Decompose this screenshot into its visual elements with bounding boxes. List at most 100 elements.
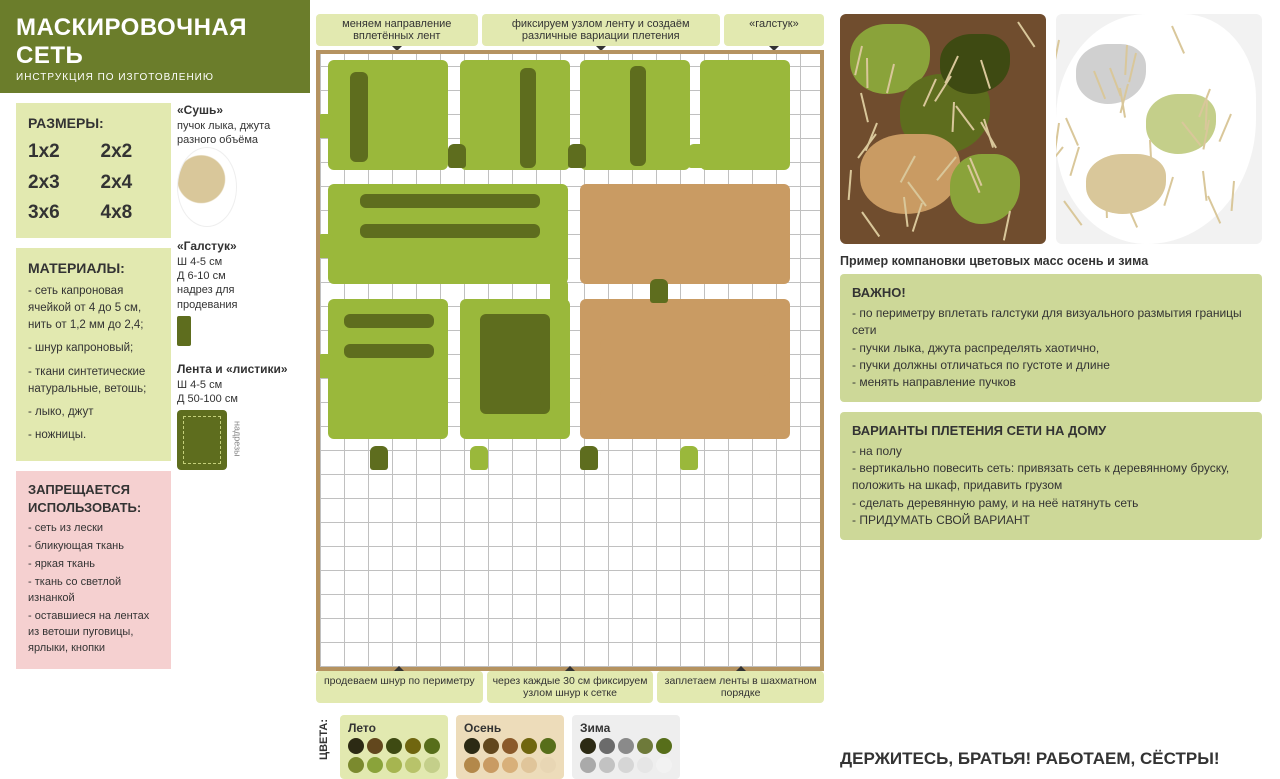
forbidden-heading: ЗАПРЕЩАЕТСЯ ИСПОЛЬЗОВАТЬ: — [28, 481, 159, 519]
color-dot — [656, 757, 672, 773]
variants-panel: ВАРИАНТЫ ПЛЕТЕНИЯ СЕТИ НА ДОМУ на полу в… — [840, 412, 1262, 540]
color-dot — [618, 757, 634, 773]
twig-icon — [862, 211, 881, 237]
twig-icon — [1056, 40, 1060, 70]
color-dot — [483, 738, 499, 754]
annotation: меняем направление вплетённых лент — [316, 14, 478, 46]
important-panel: ВАЖНО! по периметру вплетать галстуки дл… — [840, 274, 1262, 402]
palette-autumn: Осень — [456, 715, 564, 779]
size-item: 2х3 — [28, 169, 87, 198]
rope-icon — [177, 147, 237, 227]
weave-patch — [630, 66, 646, 166]
color-dot — [618, 738, 634, 754]
knot-icon — [316, 234, 334, 258]
forbidden-item: - бликующая ткань — [28, 539, 159, 555]
page-subtitle: ИНСТРУКЦИЯ ПО ИЗГОТОВЛЕНИЮ — [16, 72, 294, 83]
ribbon-swatch-icon — [177, 410, 227, 470]
color-dot — [386, 738, 402, 754]
sample-swatches — [840, 14, 1262, 244]
weave-patch — [344, 314, 434, 328]
def-ribbon-l: Д 50-100 см — [177, 393, 238, 405]
weave-patch — [580, 184, 790, 284]
important-item: пучки должны отличаться по густоте и дли… — [852, 357, 1250, 374]
palettes-row: ЦВЕТА: Лето Осень Зима — [316, 715, 824, 779]
variants-item: ПРИДУМАТЬ СВОЙ ВАРИАНТ — [852, 512, 1250, 529]
page-title: МАСКИРОВОЧНАЯ СЕТЬ — [16, 14, 294, 70]
annotation: через каждые 30 см фиксируем узлом шнур … — [487, 671, 654, 703]
def-tie-w: Ш 4-5 см — [177, 256, 222, 268]
samples-caption: Пример компановки цветовых масс осень и … — [840, 254, 1262, 268]
slogan: ДЕРЖИТЕСЬ, БРАТЬЯ! РАБОТАЕМ, СЁСТРЫ! — [840, 741, 1262, 769]
weave-patch — [600, 364, 770, 376]
materials-item: - ножницы. — [28, 427, 159, 444]
size-item: 2х2 — [101, 138, 160, 167]
weave-patch — [480, 314, 550, 414]
color-dot — [405, 757, 421, 773]
size-item: 2х4 — [101, 169, 160, 198]
size-item: 3х6 — [28, 199, 87, 228]
color-dot — [424, 757, 440, 773]
palette-dots — [464, 738, 556, 773]
def-tie-l: Д 6-10 см — [177, 270, 226, 282]
twig-icon — [860, 93, 869, 123]
definitions-column: «Сушь» пучок лыка, джута разного объёма … — [177, 103, 297, 669]
knot-icon — [650, 279, 668, 303]
weave-patch — [328, 60, 448, 170]
forbidden-item: - оставшиеся на лентах из ветоши пуговиц… — [28, 609, 159, 657]
def-tie-title: «Галстук» — [177, 239, 237, 253]
color-dot — [599, 738, 615, 754]
palette-dots — [348, 738, 440, 773]
weave-patch — [360, 224, 540, 238]
forbidden-item: - яркая ткань — [28, 557, 159, 573]
top-annotations: меняем направление вплетённых лент фикси… — [316, 14, 824, 46]
color-dot — [502, 757, 518, 773]
title-block: МАСКИРОВОЧНАЯ СЕТЬ ИНСТРУКЦИЯ ПО ИЗГОТОВ… — [0, 0, 310, 93]
color-dot — [521, 757, 537, 773]
sizes-panel: РАЗМЕРЫ: 1х2 2х2 2х3 2х4 3х6 4х8 — [16, 103, 171, 238]
important-heading: ВАЖНО! — [852, 284, 1250, 303]
variants-item: сделать деревянную раму, и на неё натяну… — [852, 495, 1250, 512]
weave-patch — [460, 60, 570, 170]
color-dot — [464, 757, 480, 773]
weave-patch — [600, 339, 770, 351]
color-dot — [540, 757, 556, 773]
important-item: менять направление пучков — [852, 374, 1250, 391]
color-dot — [348, 757, 364, 773]
camo-blob — [940, 34, 1010, 94]
forbidden-item: - ткань со светлой изнанкой — [28, 575, 159, 607]
weave-patch — [344, 344, 434, 358]
tie-swatch-icon — [177, 316, 191, 346]
annotation: «галстук» — [724, 14, 824, 46]
weaving-grid — [316, 50, 824, 671]
variants-item: вертикально повесить сеть: привязать сет… — [852, 460, 1250, 495]
color-dot — [580, 738, 596, 754]
knot-icon — [550, 279, 568, 303]
forbidden-item: - сеть из лески — [28, 521, 159, 537]
size-item: 4х8 — [101, 199, 160, 228]
def-tie-note: надрез для продевания — [177, 284, 238, 310]
def-sush-title: «Сушь» — [177, 103, 223, 117]
color-dot — [367, 757, 383, 773]
important-item: по периметру вплетать галстуки для визуа… — [852, 305, 1250, 340]
weave-patch — [600, 389, 770, 401]
knot-icon — [370, 446, 388, 470]
def-sush-text: пучок лыка, джута разного объёма — [177, 120, 270, 146]
def-ribbon-w: Ш 4-5 см — [177, 379, 222, 391]
palette-title: Осень — [464, 721, 556, 735]
annotation: фиксируем узлом ленту и создаём различны… — [482, 14, 720, 46]
color-dot — [580, 757, 596, 773]
palette-dots — [580, 738, 672, 773]
materials-item: - сеть капроновая ячейкой от 4 до 5 см, … — [28, 283, 159, 335]
important-item: пучки лыка, джута распределять хаотично, — [852, 340, 1250, 357]
camo-blob — [860, 134, 960, 214]
materials-panel: МАТЕРИАЛЫ: - сеть капроновая ячейкой от … — [16, 248, 171, 461]
weave-patch — [350, 72, 368, 162]
knot-icon — [316, 354, 334, 378]
color-dot — [424, 738, 440, 754]
weave-patch — [520, 68, 536, 168]
color-dot — [637, 757, 653, 773]
materials-heading: МАТЕРИАЛЫ: — [28, 258, 159, 279]
palettes-label: ЦВЕТА: — [316, 715, 332, 764]
forbidden-panel: ЗАПРЕЩАЕТСЯ ИСПОЛЬЗОВАТЬ: - сеть из леск… — [16, 471, 171, 669]
materials-item: - лыко, джут — [28, 404, 159, 421]
